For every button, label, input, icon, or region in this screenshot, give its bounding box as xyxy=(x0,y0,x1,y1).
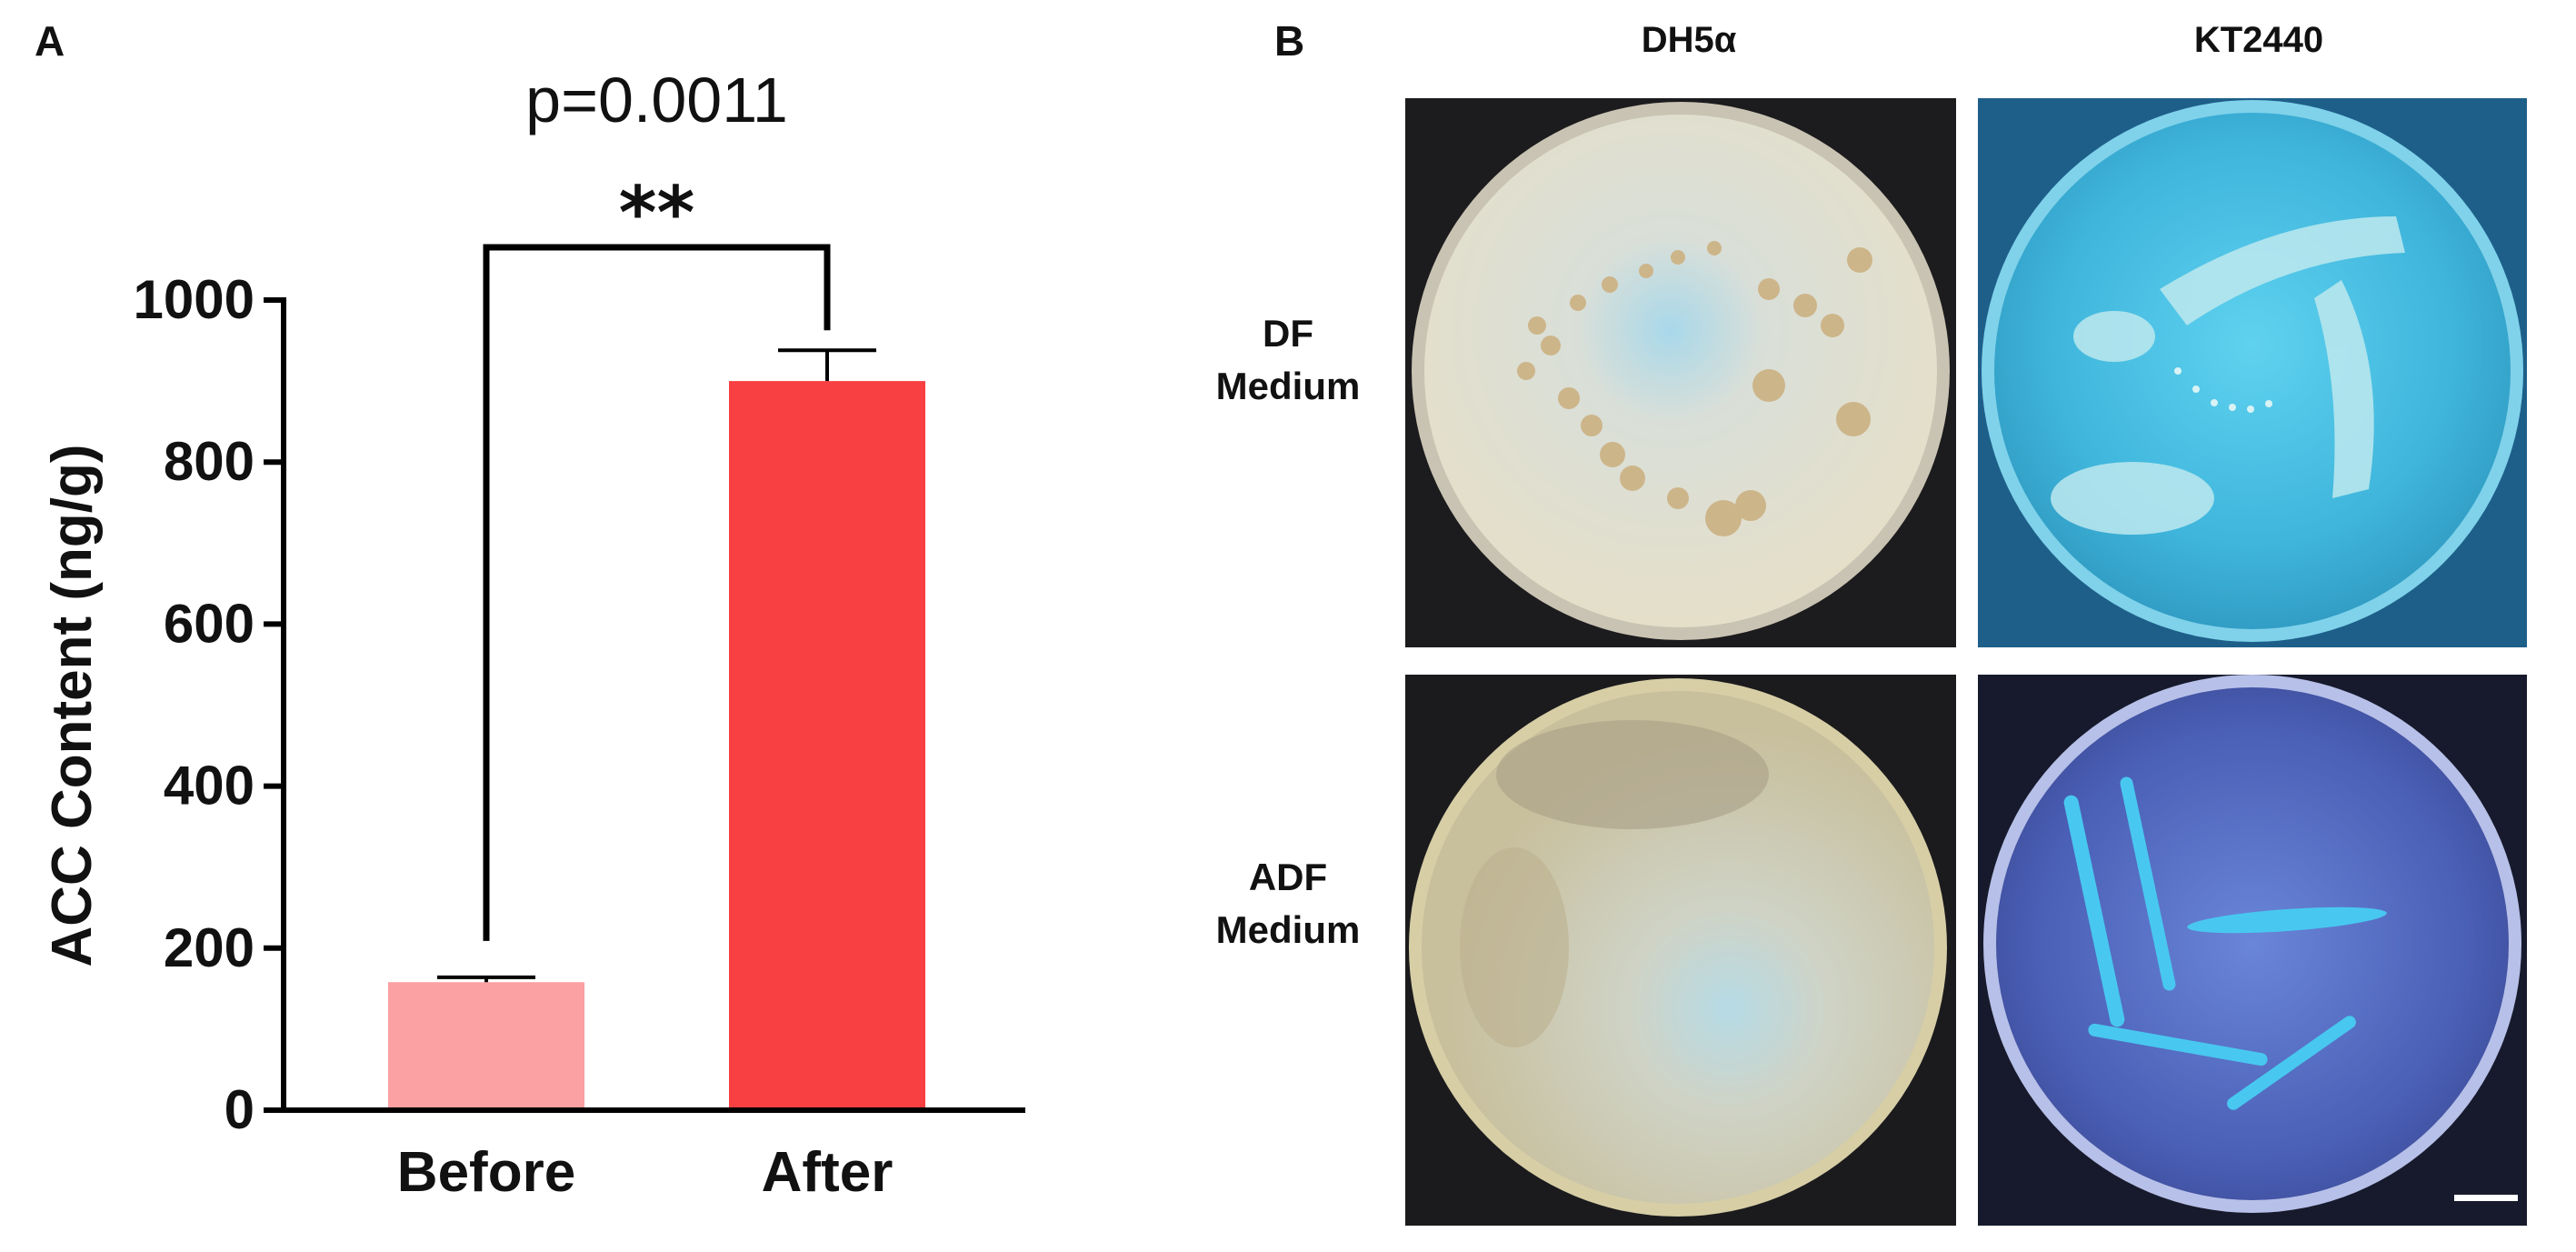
y-tick-label: 600 xyxy=(164,593,255,654)
plate-photo-dh5a-df xyxy=(1405,98,1956,647)
row-header-df: DF Medium xyxy=(1197,307,1379,413)
row-header-adf-line2: Medium xyxy=(1215,908,1361,951)
panel-b-label: B xyxy=(1274,17,1305,65)
row-header-adf: ADF Medium xyxy=(1197,851,1379,957)
row-header-df-line2: Medium xyxy=(1215,365,1361,407)
column-header-dh5a: DH5α xyxy=(1641,20,1737,60)
y-axis-title: ACC Content (ng/g) xyxy=(41,444,104,967)
y-tick-label: 0 xyxy=(225,1079,255,1140)
row-header-df-line1: DF xyxy=(1263,312,1313,355)
bar-chart: 0 200 400 600 800 1000 ACC Content (ng/g) Befor… xyxy=(41,65,1025,1204)
x-tick-label: After xyxy=(762,1141,894,1204)
plate-photo-kt2440-adf xyxy=(1978,675,2527,1226)
panel-a-label: A xyxy=(35,17,65,65)
y-tick-label: 1000 xyxy=(134,269,255,330)
significance-stars: ** xyxy=(619,171,695,255)
bar-before xyxy=(388,982,584,1107)
bar-after xyxy=(729,381,925,1108)
plate-photo-dh5a-adf xyxy=(1405,675,1956,1226)
plate-photo-kt2440-df xyxy=(1978,98,2527,647)
row-header-adf-line1: ADF xyxy=(1248,856,1328,898)
scale-bar xyxy=(2454,1195,2518,1201)
significance-bracket xyxy=(483,244,831,941)
y-tick-label: 200 xyxy=(164,917,255,978)
p-value-label: p=0.0011 xyxy=(525,65,788,135)
y-tick-label: 800 xyxy=(164,431,255,492)
x-tick-label: Before xyxy=(397,1141,575,1204)
y-tick-label: 400 xyxy=(164,756,255,816)
column-header-kt2440: KT2440 xyxy=(2193,20,2324,60)
